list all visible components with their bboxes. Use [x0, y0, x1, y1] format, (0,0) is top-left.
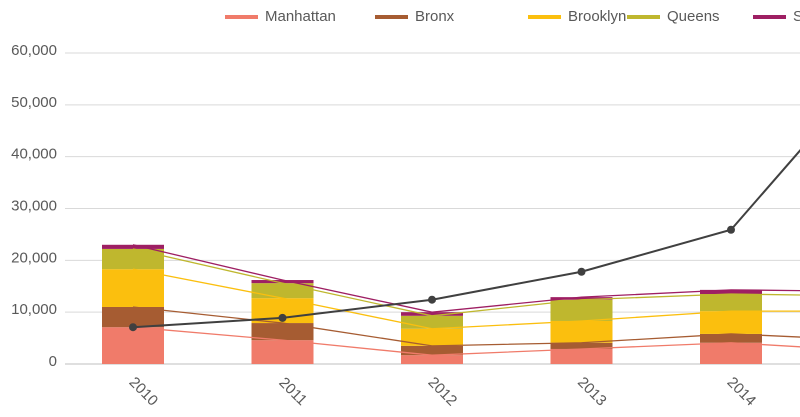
bar-segment	[251, 283, 314, 299]
y-tick-label: 40,000	[11, 146, 57, 163]
line-point	[577, 267, 586, 276]
stack-connector	[132, 268, 800, 330]
bar-segment	[401, 355, 463, 364]
line-point	[278, 313, 287, 322]
x-tick-label: 2012	[425, 374, 461, 410]
stack-connector	[132, 326, 800, 356]
bar-segment	[401, 315, 463, 329]
x-tick-label: 2010	[126, 374, 162, 410]
bar-segment	[700, 342, 762, 364]
y-tick-label: 50,000	[11, 94, 57, 111]
bar-segment	[550, 342, 613, 349]
legend-label: Manhattan	[265, 8, 336, 25]
bar-segment	[700, 294, 762, 312]
bar-segment	[251, 340, 314, 364]
bar-segment	[700, 333, 762, 343]
bar-segment	[102, 248, 164, 270]
bar-segment	[251, 323, 314, 341]
bar-segment	[102, 244, 164, 249]
bar-segment	[550, 320, 613, 343]
legend-label: Queens	[667, 8, 720, 25]
x-tick-label: 2013	[574, 374, 610, 410]
bar-segment	[401, 345, 463, 356]
bar-segment	[251, 280, 314, 284]
bar-segment	[550, 348, 613, 364]
bar-segment	[700, 289, 762, 295]
bar-segment	[550, 299, 613, 321]
bar-segment	[102, 269, 164, 307]
bar-segment	[550, 297, 613, 300]
legend-label: Brooklyn	[568, 8, 626, 25]
bar-segment	[401, 328, 463, 346]
line-point	[428, 295, 436, 304]
line	[132, 149, 800, 329]
line-point	[727, 225, 735, 234]
bar-segment	[700, 311, 762, 334]
bar-segment	[102, 327, 164, 364]
y-tick-label: 0	[49, 353, 57, 370]
line-point	[129, 323, 137, 332]
y-tick-label: 10,000	[11, 301, 57, 318]
bar-segment	[401, 312, 463, 316]
stack-connector	[132, 244, 800, 313]
legend-label: Bronx	[415, 8, 455, 25]
stack-connector	[132, 248, 800, 317]
bar-segment	[102, 306, 164, 328]
x-tick-label: 2014	[724, 374, 760, 410]
y-tick-label: 20,000	[11, 249, 57, 266]
y-tick-label: 30,000	[11, 197, 57, 214]
x-tick-label: 2011	[275, 374, 310, 409]
y-tick-label: 60,000	[11, 42, 57, 59]
legend-label: S	[793, 8, 800, 25]
